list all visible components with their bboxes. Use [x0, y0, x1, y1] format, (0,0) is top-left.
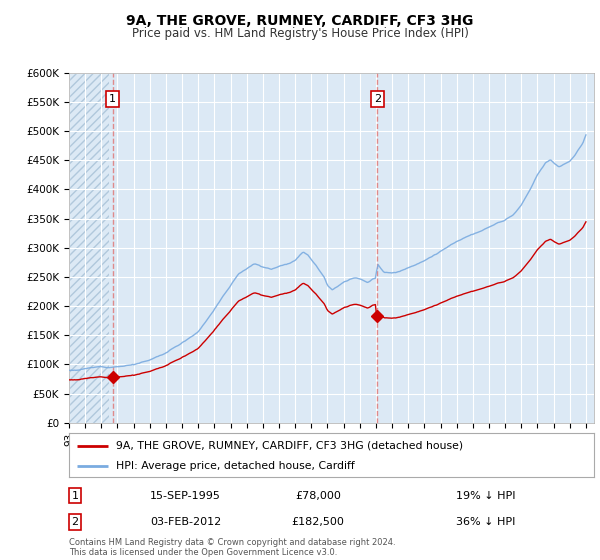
Text: 1: 1: [71, 491, 79, 501]
Text: 1: 1: [109, 94, 116, 104]
Text: 19% ↓ HPI: 19% ↓ HPI: [456, 491, 515, 501]
Text: 9A, THE GROVE, RUMNEY, CARDIFF, CF3 3HG (detached house): 9A, THE GROVE, RUMNEY, CARDIFF, CF3 3HG …: [116, 441, 463, 451]
Text: Price paid vs. HM Land Registry's House Price Index (HPI): Price paid vs. HM Land Registry's House …: [131, 27, 469, 40]
Text: 9A, THE GROVE, RUMNEY, CARDIFF, CF3 3HG: 9A, THE GROVE, RUMNEY, CARDIFF, CF3 3HG: [127, 14, 473, 28]
Text: Contains HM Land Registry data © Crown copyright and database right 2024.
This d: Contains HM Land Registry data © Crown c…: [69, 538, 395, 557]
Text: 2: 2: [71, 517, 79, 527]
Text: £78,000: £78,000: [295, 491, 341, 501]
Text: 03-FEB-2012: 03-FEB-2012: [150, 517, 221, 527]
Text: 15-SEP-1995: 15-SEP-1995: [150, 491, 221, 501]
Text: 2: 2: [374, 94, 381, 104]
Text: £182,500: £182,500: [292, 517, 344, 527]
Bar: [69, 73, 109, 423]
Text: HPI: Average price, detached house, Cardiff: HPI: Average price, detached house, Card…: [116, 461, 355, 471]
Text: 36% ↓ HPI: 36% ↓ HPI: [456, 517, 515, 527]
